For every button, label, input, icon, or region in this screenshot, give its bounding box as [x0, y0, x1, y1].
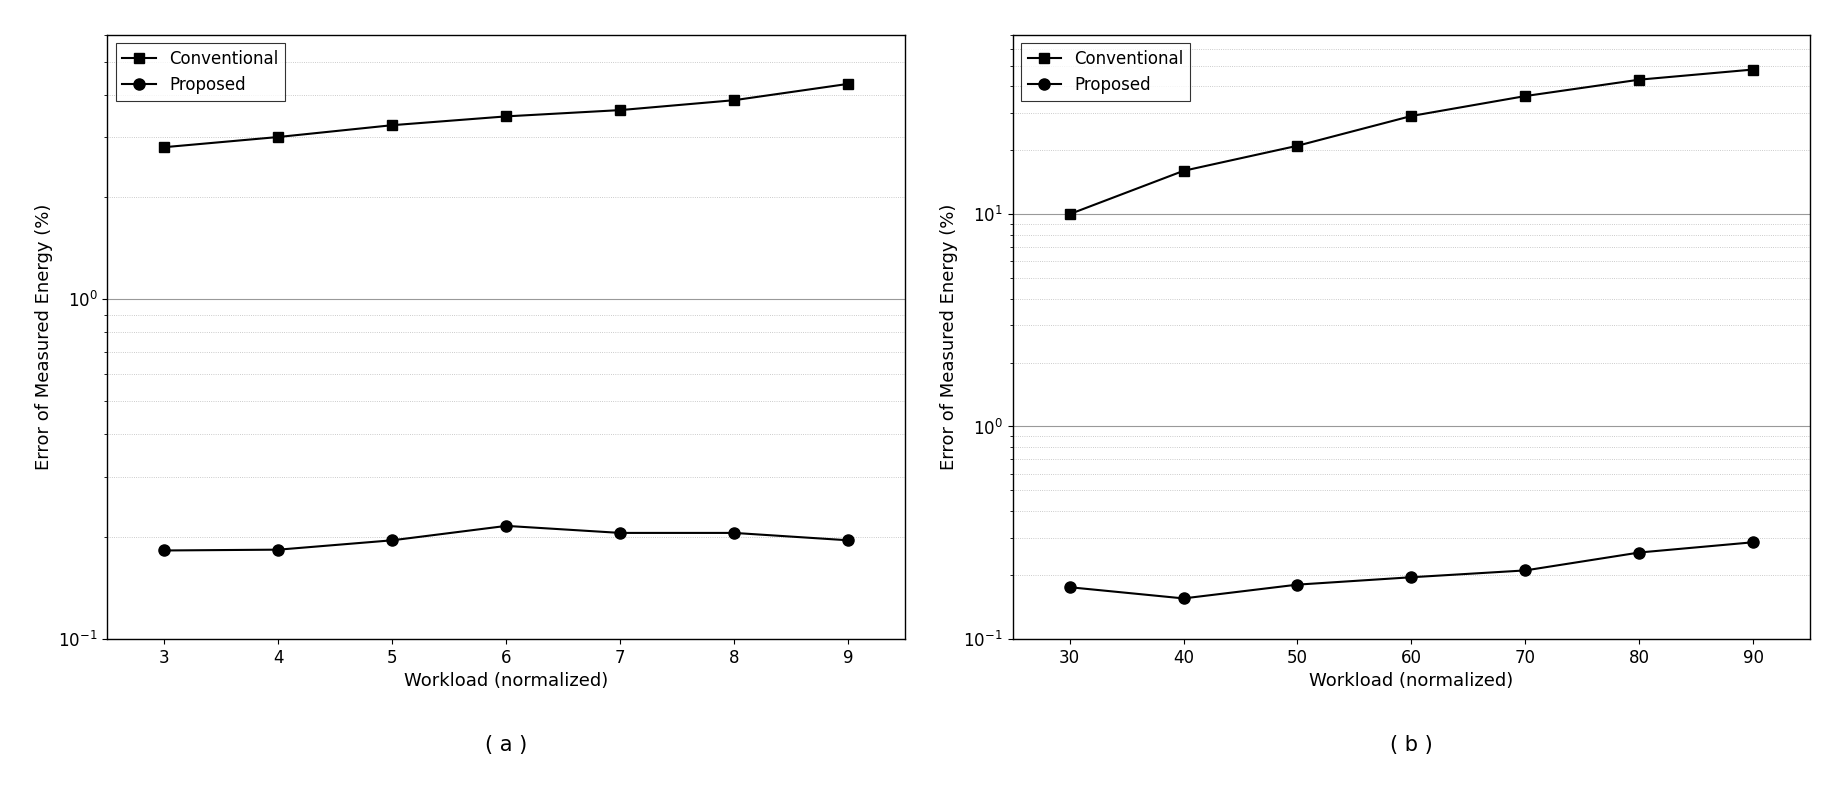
Proposed: [382, 536, 404, 545]
Proposed: [723, 528, 745, 538]
Conventional: [382, 120, 404, 130]
Proposed: [268, 545, 290, 554]
Text: ( b ): ( b ): [1389, 736, 1434, 755]
Legend: Conventional, Proposed: Conventional, Proposed: [116, 43, 284, 100]
Conventional: [723, 96, 745, 105]
Conventional: [609, 105, 631, 115]
Y-axis label: Error of Measured Energy (%): Error of Measured Energy (%): [35, 203, 54, 470]
Proposed: [609, 528, 631, 538]
Legend: Conventional, Proposed: Conventional, Proposed: [1020, 43, 1190, 100]
Line: Conventional: Conventional: [159, 79, 852, 152]
Conventional: [1742, 65, 1764, 74]
Conventional: [1286, 141, 1308, 150]
Proposed: [494, 521, 517, 531]
Proposed: [1515, 566, 1537, 575]
Conventional: [838, 79, 860, 89]
Conventional: [1059, 210, 1081, 219]
X-axis label: Workload (normalized): Workload (normalized): [404, 672, 609, 690]
Conventional: [1172, 166, 1194, 176]
Proposed: [153, 546, 175, 555]
Conventional: [153, 142, 175, 152]
Proposed: [1286, 580, 1308, 589]
Y-axis label: Error of Measured Energy (%): Error of Measured Energy (%): [939, 203, 958, 470]
Proposed: [1172, 594, 1194, 604]
Text: ( a ): ( a ): [485, 736, 528, 755]
Proposed: [1742, 538, 1764, 547]
Line: Proposed: Proposed: [159, 520, 854, 556]
Proposed: [1629, 547, 1651, 557]
Conventional: [268, 132, 290, 142]
Conventional: [1515, 91, 1537, 100]
Line: Conventional: Conventional: [1065, 65, 1758, 219]
Proposed: [1400, 573, 1422, 582]
Conventional: [1400, 112, 1422, 121]
Proposed: [838, 536, 860, 545]
Conventional: [1629, 75, 1651, 85]
Line: Proposed: Proposed: [1065, 536, 1758, 604]
Proposed: [1059, 582, 1081, 592]
X-axis label: Workload (normalized): Workload (normalized): [1310, 672, 1513, 690]
Conventional: [494, 112, 517, 121]
